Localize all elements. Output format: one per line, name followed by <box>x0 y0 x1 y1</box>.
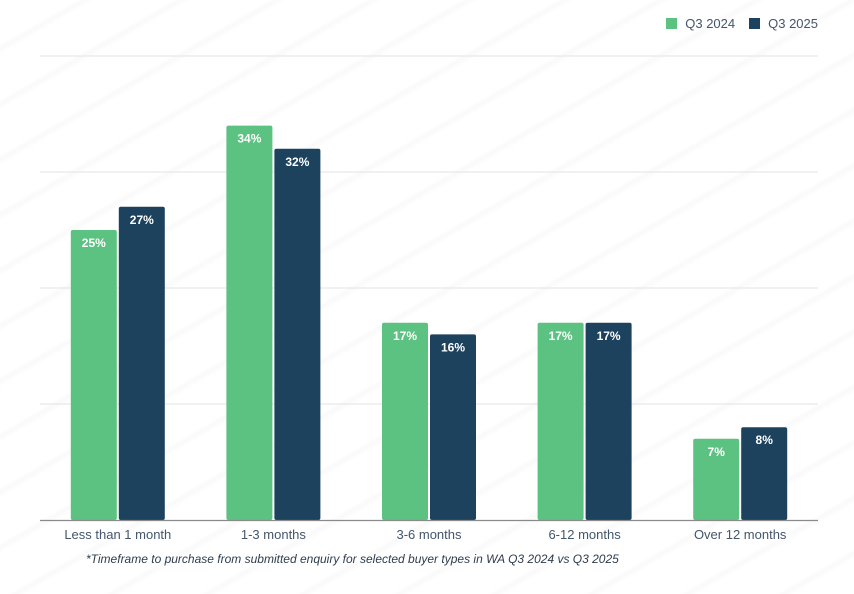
bar-q3-2024-2[interactable] <box>382 322 428 520</box>
data-label: 32% <box>285 155 309 169</box>
bar-q3-2024-3[interactable] <box>537 322 584 520</box>
x-tick-label: 1-3 months <box>241 527 307 542</box>
bar-q3-2025-0[interactable] <box>118 206 165 521</box>
legend-label-q3-2024: Q3 2024 <box>685 16 736 31</box>
bar-q3-2024-1[interactable] <box>226 125 273 520</box>
legend-item-q3-2024[interactable]: Q3 2024 <box>666 16 735 31</box>
data-label: 27% <box>130 213 154 227</box>
x-tick-label: 3-6 months <box>396 527 462 542</box>
data-label: 17% <box>597 329 621 343</box>
bar-q3-2025-2[interactable] <box>430 334 476 520</box>
bar-q3-2025-4[interactable] <box>741 427 788 520</box>
bar-q3-2025-1[interactable] <box>274 148 321 521</box>
legend-item-q3-2025[interactable]: Q3 2025 <box>749 16 818 31</box>
legend-label-q3-2025: Q3 2025 <box>768 16 818 31</box>
x-tick-label: Over 12 months <box>694 527 787 542</box>
data-label: 34% <box>237 132 261 146</box>
x-axis-labels: Less than 1 month 1-3 months 3-6 months 6-1… <box>64 527 787 542</box>
gridlines <box>40 55 818 405</box>
bar-q3-2024-4[interactable] <box>693 438 740 520</box>
x-tick-label: Less than 1 month <box>64 527 171 542</box>
bars: 25% 27% 34% 32% 17% 16% 17% 17% 7% 8% <box>70 125 788 521</box>
bar-q3-2024-0[interactable] <box>70 230 117 520</box>
x-tick-label: 6-12 months <box>548 527 621 542</box>
legend-swatch-q3-2024 <box>666 18 678 29</box>
data-label: 25% <box>82 236 106 250</box>
data-label: 17% <box>549 329 573 343</box>
data-label: 16% <box>441 340 465 354</box>
legend-swatch-q3-2025 <box>749 18 761 29</box>
footnote: *Timeframe to purchase from submitted en… <box>86 552 619 566</box>
data-label: 8% <box>756 433 774 447</box>
data-label: 7% <box>708 445 726 459</box>
legend: Q3 2024 Q3 2025 <box>666 16 818 31</box>
bar-q3-2025-3[interactable] <box>585 322 632 520</box>
data-label: 17% <box>393 329 417 343</box>
